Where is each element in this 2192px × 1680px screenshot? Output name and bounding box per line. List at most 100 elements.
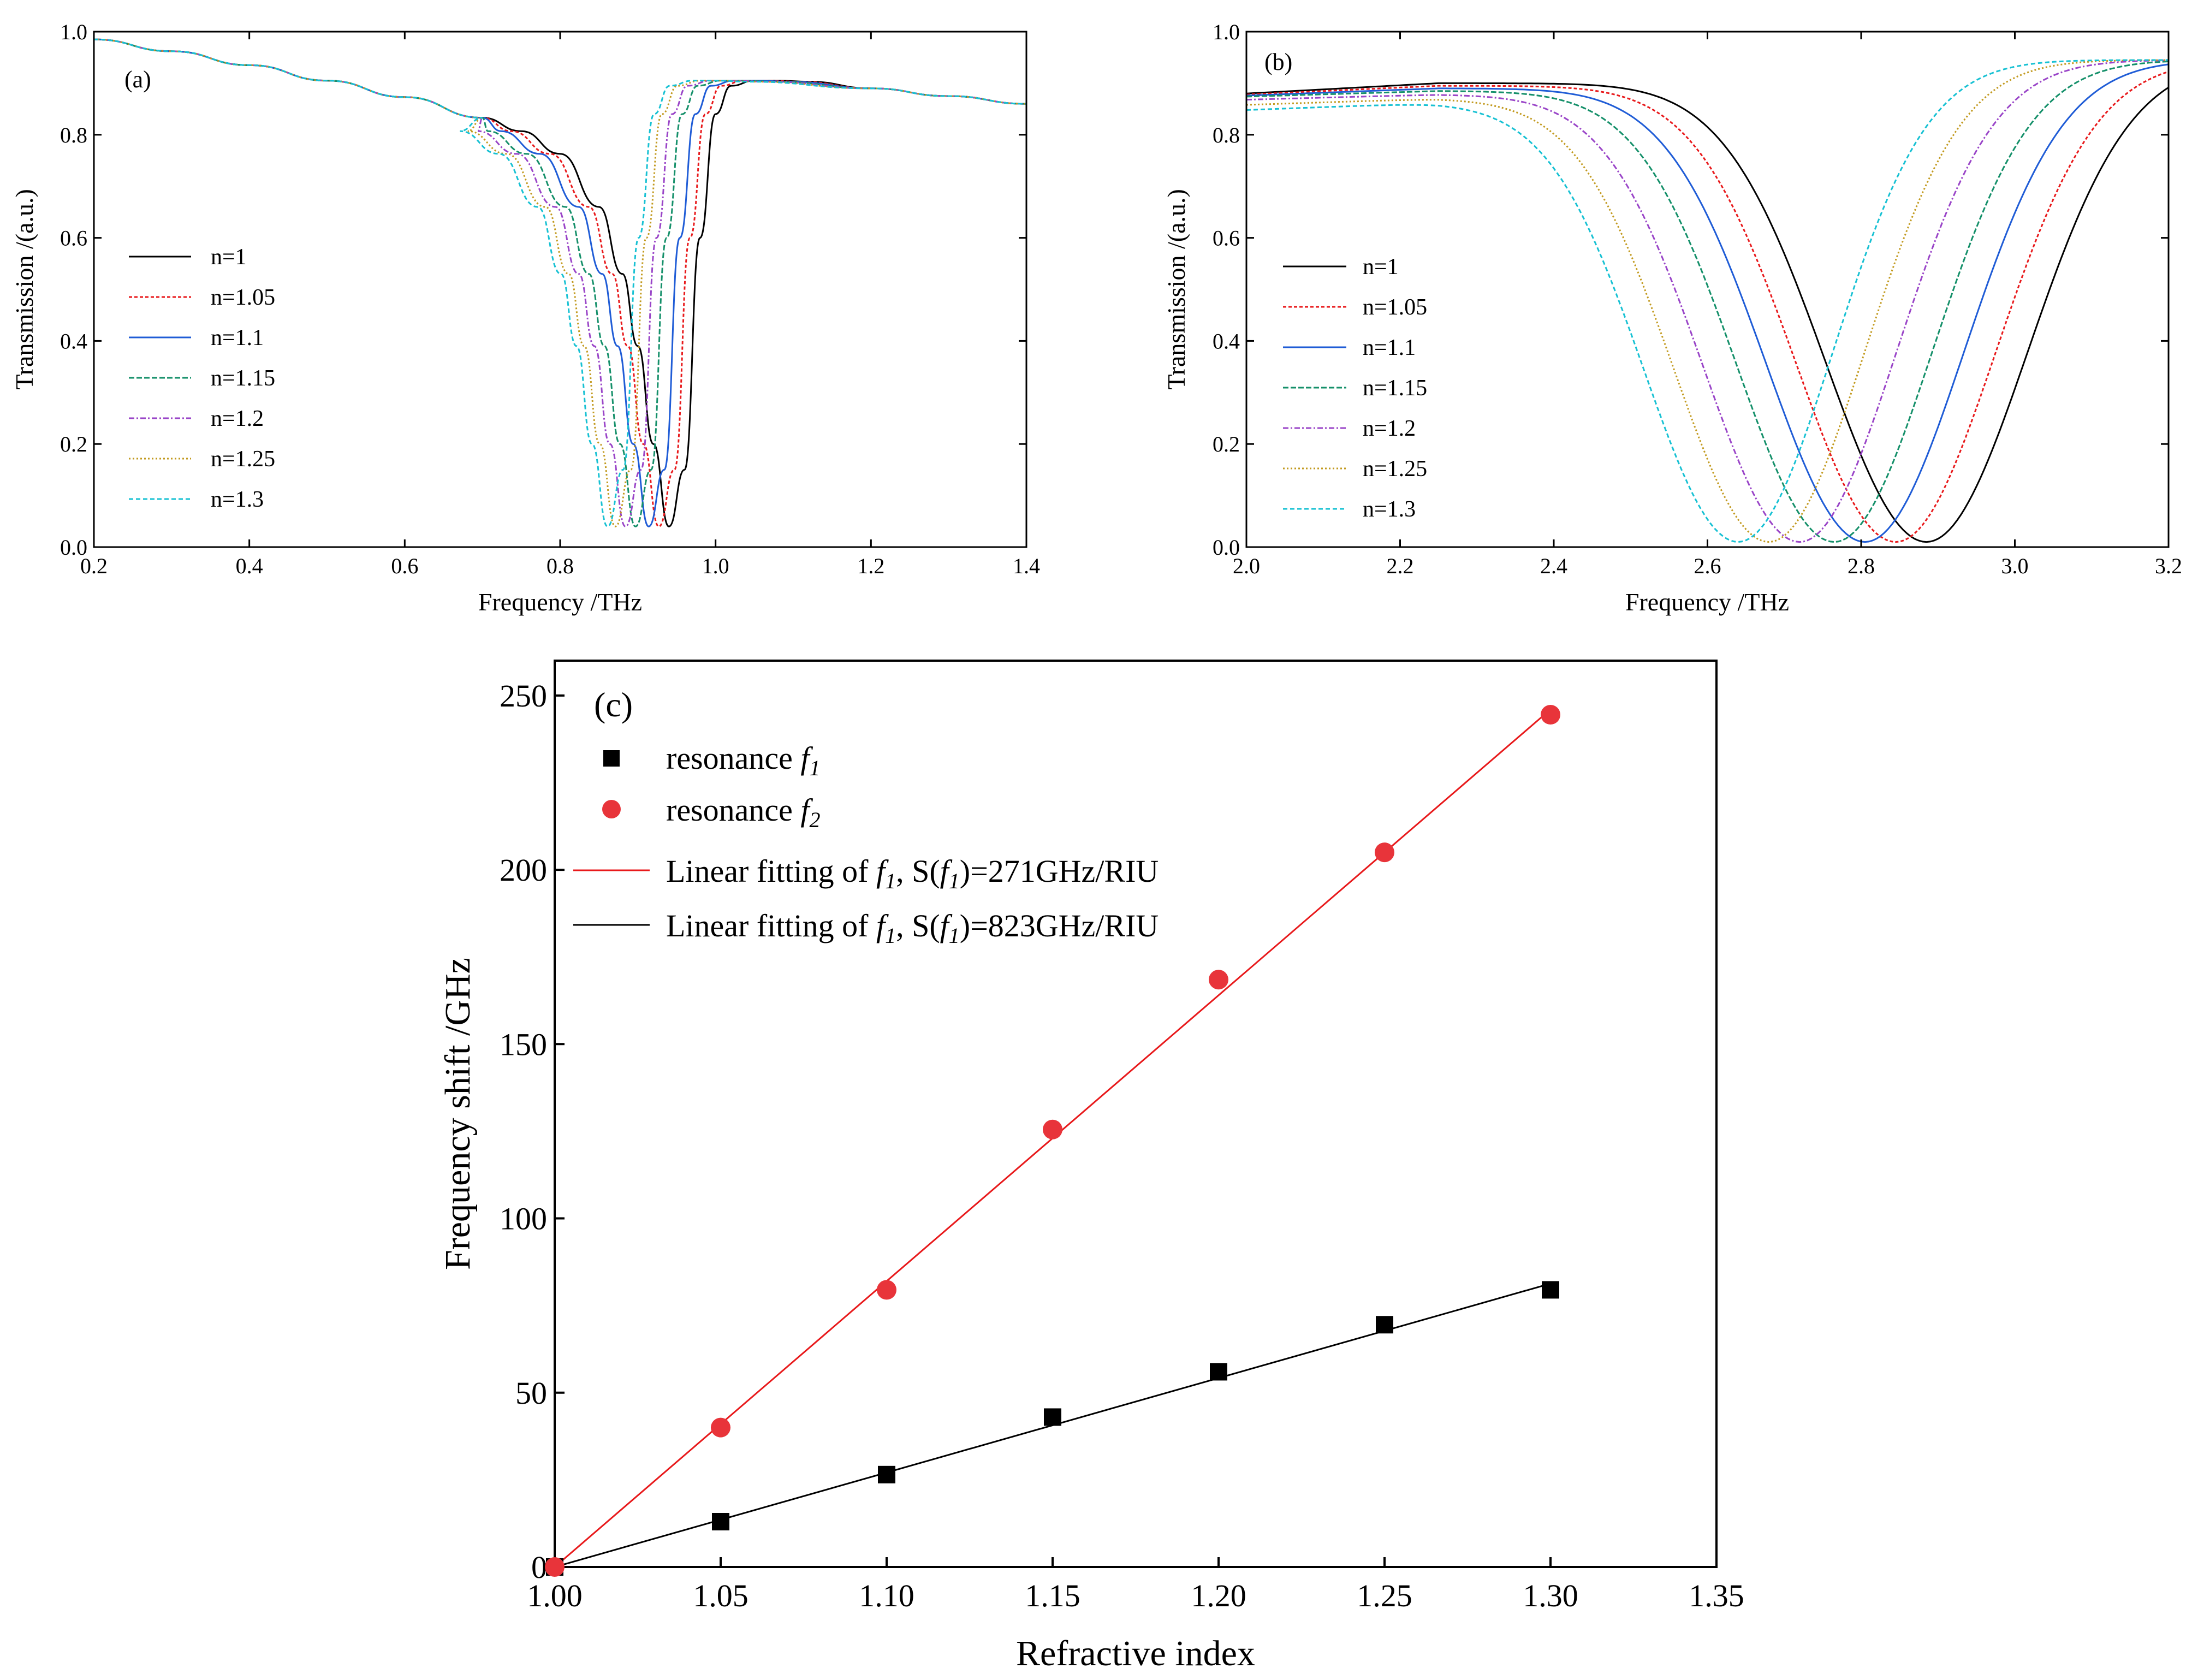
- panel-c-label: (c): [594, 685, 633, 724]
- panel-a-label: (a): [124, 66, 151, 93]
- y-tick-label: 0.4: [1213, 329, 1240, 353]
- y-tick-label: 1.0: [1213, 20, 1240, 44]
- x-tick-label: 2.8: [1848, 554, 1875, 578]
- x-tick-label: 1.10: [859, 1578, 914, 1613]
- panel-b-label: (b): [1264, 49, 1292, 75]
- x-tick-label: 3.2: [2155, 554, 2182, 578]
- x-tick-label: 0.8: [546, 554, 574, 578]
- x-tick-label: 1.4: [1013, 554, 1040, 578]
- x-tick-label: 3.0: [2001, 554, 2029, 578]
- panel-a-legend-label: n=1.05: [211, 285, 275, 310]
- x-tick-label: 2.4: [1540, 554, 1567, 578]
- panel-c-point-f2: [1043, 1119, 1062, 1139]
- panel-b-series-line: [1246, 61, 2169, 543]
- y-tick-label: 0.2: [60, 432, 87, 456]
- panel-b-series-line: [1246, 63, 2169, 543]
- x-tick-label: 1.2: [857, 554, 884, 578]
- panel-b-series-line: [1246, 70, 2169, 543]
- panel-b-legend-label: n=1.15: [1363, 376, 1427, 401]
- y-tick-label: 100: [500, 1201, 547, 1237]
- panel-b-legend-label: n=1.25: [1363, 456, 1427, 482]
- panel-b-legend: n=1 n=1.05 n=1.1 n=1.15 n=1.2 n=1.25 n=1.3: [1283, 254, 1427, 522]
- panel-b-curves: [1246, 59, 2169, 543]
- y-tick-label: 50: [515, 1375, 547, 1411]
- x-tick-label: 1.30: [1523, 1578, 1578, 1613]
- y-tick-label: 0.8: [60, 123, 87, 147]
- y-tick-label: 0.2: [1213, 432, 1240, 456]
- panel-c: 1.00 1.05 1.10 1.15 1.20 1.25 1.30 1.35 0 50 100 15…: [438, 660, 1744, 1673]
- panel-a-legend-label: n=1.1: [211, 325, 264, 351]
- panel-a-xlabel: Frequency /THz: [478, 588, 642, 616]
- y-tick-label: 0.4: [60, 329, 87, 353]
- panel-a-curves: [94, 38, 1026, 527]
- panel-b-ylabel: Transmission /(a.u.): [1162, 189, 1190, 390]
- panel-a-series-line: [94, 38, 1026, 527]
- panel-c-legend: resonance f1 resonance f2 Linear fitting…: [573, 740, 1159, 948]
- panel-c-points: [545, 704, 1560, 1577]
- panel-c-axes: 1.00 1.05 1.10 1.15 1.20 1.25 1.30 1.35 0 50 100 15…: [500, 678, 1744, 1613]
- panel-c-point-f2: [1375, 842, 1394, 863]
- x-tick-label: 1.20: [1191, 1578, 1246, 1613]
- y-tick-label: 200: [500, 852, 547, 888]
- panel-b-legend-label: n=1.05: [1363, 295, 1427, 320]
- panel-a-legend-label: n=1: [211, 245, 247, 270]
- x-tick-label: 2.2: [1387, 554, 1414, 578]
- panel-a-series-line: [94, 38, 1026, 527]
- y-tick-label: 0: [531, 1550, 547, 1585]
- panel-a-legend-label: n=1.3: [211, 487, 264, 512]
- panel-b-legend-label: n=1.3: [1363, 497, 1416, 522]
- y-tick-label: 0.8: [1213, 123, 1240, 147]
- panel-a-ylabel: Transmission /(a.u.): [10, 189, 38, 390]
- x-tick-label: 1.25: [1357, 1578, 1412, 1613]
- y-tick-label: 1.0: [60, 20, 87, 44]
- y-tick-label: 0.6: [1213, 226, 1240, 251]
- panel-a-axes: 0.2 0.4 0.6 0.8 1.0 1.2 1.40.00.20.40.60.81.0: [60, 20, 1040, 578]
- legend-resonance-f2: resonance f2: [666, 792, 820, 832]
- x-tick-label: 1.00: [527, 1578, 583, 1613]
- panel-c-point-f1: [712, 1513, 729, 1530]
- panel-b-series-line: [1246, 59, 2169, 543]
- panel-b-legend-label: n=1: [1363, 254, 1399, 280]
- x-tick-label: 1.05: [693, 1578, 749, 1613]
- legend-circle-marker: [602, 800, 621, 818]
- panel-b-axes: 2.0 2.2 2.4 2.6 2.8 3.0 3.2 0.0 0.2 0.4 0.6 0.8 1.0: [1213, 20, 2182, 578]
- panel-c-point-f2: [877, 1280, 896, 1300]
- panel-c-frame: [554, 660, 1718, 1568]
- panel-b-series-line: [1246, 59, 2169, 543]
- panel-c-point-f2: [1209, 970, 1228, 990]
- x-tick-label: 2.6: [1694, 554, 1721, 578]
- panel-a-legend-label: n=1.2: [211, 406, 264, 431]
- y-tick-label: 0.0: [1213, 535, 1240, 560]
- panel-c-point-f1: [1044, 1408, 1061, 1426]
- panel-c-point-f1: [1376, 1316, 1393, 1334]
- panel-a-legend-label: n=1.25: [211, 447, 275, 472]
- panel-c-xlabel: Refractive index: [1016, 1634, 1255, 1673]
- panel-c-point-f2: [1541, 704, 1560, 725]
- panel-c-point-f1: [1542, 1281, 1559, 1299]
- panel-a-legend-label: n=1.15: [211, 366, 275, 391]
- x-tick-label: 0.4: [236, 554, 263, 578]
- panel-b-legend-label: n=1.1: [1363, 335, 1416, 360]
- panel-c-point-f1: [878, 1465, 895, 1483]
- x-tick-label: 0.2: [80, 554, 108, 578]
- y-tick-label: 250: [500, 678, 547, 714]
- panel-b-legend-label: n=1.2: [1363, 416, 1416, 441]
- panel-b-series-line: [1246, 60, 2169, 543]
- legend-square-marker: [603, 750, 620, 767]
- panel-c-point-f2: [711, 1417, 730, 1438]
- x-tick-label: 1.35: [1689, 1578, 1744, 1613]
- panel-b-xlabel: Frequency /THz: [1625, 588, 1789, 616]
- x-tick-label: 2.0: [1233, 554, 1260, 578]
- x-tick-label: 0.6: [391, 554, 418, 578]
- panel-b: 2.0 2.2 2.4 2.6 2.8 3.0 3.20.00.20.40.60.81.0 …: [1162, 20, 2182, 616]
- y-tick-label: 0.6: [60, 226, 87, 251]
- panel-c-point-f2: [545, 1557, 565, 1577]
- legend-fit-1: Linear fitting of f1, S(f1)=271GHz/RIU: [666, 853, 1159, 893]
- panel-a: 0.2 0.4 0.6 0.8 1.0 1.2 1.40.00.20.40.60.81.0 …: [10, 20, 1040, 616]
- x-tick-label: 1.15: [1025, 1578, 1080, 1613]
- panel-a-legend: n=1 n=1.05 n=1.1 n=1.15 n=1.2 n=1.25 n=1.3: [129, 245, 275, 512]
- panel-c-ylabel: Frequency shift /GHz: [438, 958, 478, 1270]
- y-tick-label: 150: [500, 1026, 547, 1062]
